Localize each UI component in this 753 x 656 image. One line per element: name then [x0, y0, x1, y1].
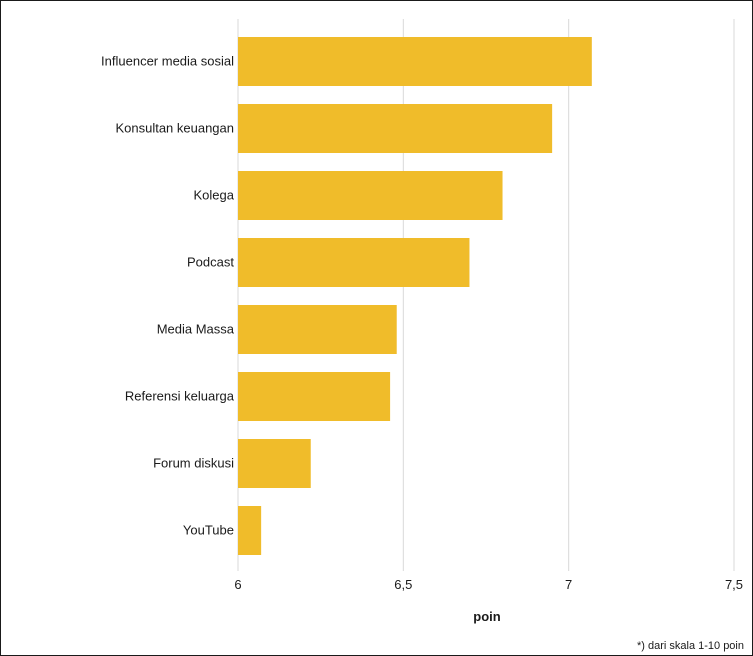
category-label: Forum diskusi — [153, 456, 234, 471]
category-label: Referensi keluarga — [125, 389, 235, 404]
x-axis-ticks: 6 6,5 7 7,5 — [234, 577, 743, 592]
bar — [238, 506, 262, 555]
category-label: Konsultan keuangan — [115, 121, 234, 136]
bar — [238, 238, 470, 287]
x-tick-label: 7,5 — [725, 577, 743, 592]
bar — [238, 37, 592, 86]
x-axis-title: poin — [473, 609, 500, 624]
bar — [238, 104, 553, 153]
category-label: Kolega — [194, 188, 235, 203]
bar-layer — [238, 37, 592, 555]
bar — [238, 171, 503, 220]
footnote: *) dari skala 1-10 poin — [636, 640, 744, 652]
x-tick-label: 7 — [565, 577, 572, 592]
category-label: YouTube — [183, 523, 234, 538]
category-label: Podcast — [187, 255, 234, 270]
bar — [238, 305, 397, 354]
bar — [238, 439, 311, 488]
x-tick-label: 6 — [234, 577, 241, 592]
bar — [238, 372, 391, 421]
category-label: Influencer media sosial — [101, 54, 234, 69]
grid-layer — [237, 19, 735, 571]
x-tick-label: 6,5 — [394, 577, 412, 592]
category-label: Media Massa — [157, 322, 235, 337]
category-labels: Influencer media sosial Konsultan keuanga… — [101, 54, 235, 538]
